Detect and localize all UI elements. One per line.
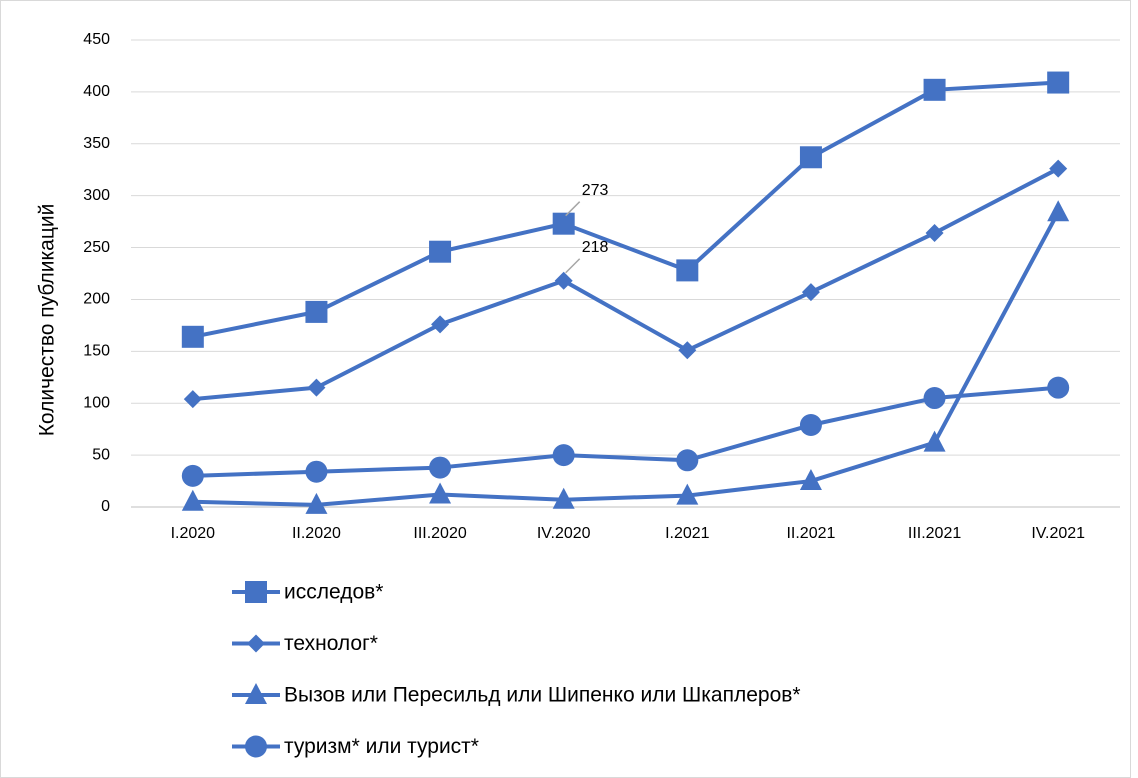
marker-diamond bbox=[678, 341, 697, 360]
marker-triangle bbox=[1047, 200, 1070, 222]
legend-label: Вызов или Пересильд или Шипенко или Шкап… bbox=[284, 684, 801, 707]
marker-circle bbox=[305, 460, 328, 483]
x-tick-label: III.2021 bbox=[908, 525, 961, 542]
y-tick-label: 250 bbox=[83, 239, 110, 256]
series-line bbox=[192, 211, 1060, 507]
series-line bbox=[192, 385, 1059, 478]
x-tick-label: I.2020 bbox=[171, 525, 216, 542]
x-tick-label: II.2021 bbox=[786, 525, 835, 542]
marker-triangle bbox=[552, 487, 575, 509]
marker-circle bbox=[181, 464, 204, 487]
marker-square bbox=[552, 212, 575, 235]
marker-circle bbox=[923, 387, 946, 410]
marker-circle bbox=[799, 414, 822, 437]
marker-diamond bbox=[801, 283, 820, 302]
marker-diamond bbox=[307, 378, 326, 397]
x-tick-label: IV.2020 bbox=[537, 525, 591, 542]
x-tick-label: III.2020 bbox=[413, 525, 466, 542]
data-label: 273 bbox=[582, 182, 609, 199]
data-label: 218 bbox=[582, 239, 609, 256]
x-tick-label: IV.2021 bbox=[1031, 525, 1085, 542]
x-tick-label: II.2020 bbox=[292, 525, 341, 542]
marker-triangle bbox=[181, 489, 204, 511]
marker-square bbox=[923, 78, 946, 101]
marker-square bbox=[181, 325, 204, 348]
leader-line bbox=[565, 258, 581, 274]
y-tick-label: 150 bbox=[83, 343, 110, 360]
y-tick-label: 300 bbox=[83, 187, 110, 204]
marker-square bbox=[305, 300, 328, 323]
x-tick-label: I.2021 bbox=[665, 525, 710, 542]
marker-circle bbox=[245, 735, 267, 758]
marker-circle bbox=[552, 444, 575, 467]
legend-label: исследов* bbox=[284, 581, 383, 604]
y-tick-label: 450 bbox=[83, 31, 110, 48]
marker-triangle bbox=[799, 469, 822, 491]
series-line bbox=[192, 166, 1060, 402]
marker-diamond bbox=[554, 271, 573, 290]
marker-square bbox=[1047, 71, 1070, 94]
marker-diamond bbox=[431, 315, 450, 334]
marker-square bbox=[245, 581, 267, 603]
y-tick-label: 200 bbox=[83, 291, 110, 308]
marker-square bbox=[676, 259, 699, 282]
marker-triangle bbox=[245, 683, 267, 704]
marker-circle bbox=[1047, 376, 1070, 399]
legend-label: технолог* bbox=[284, 632, 378, 655]
marker-diamond bbox=[247, 634, 265, 653]
legend-label: туризм* или турист* bbox=[284, 735, 479, 758]
y-axis-label: Количество публикаций bbox=[36, 204, 59, 437]
y-tick-label: 100 bbox=[83, 394, 110, 411]
marker-circle bbox=[429, 456, 452, 479]
marker-square bbox=[799, 146, 822, 169]
marker-triangle bbox=[676, 483, 699, 505]
marker-diamond bbox=[1049, 159, 1068, 178]
marker-square bbox=[429, 240, 452, 263]
y-tick-label: 50 bbox=[92, 446, 110, 463]
y-tick-label: 400 bbox=[83, 83, 110, 100]
y-tick-label: 0 bbox=[101, 498, 110, 515]
marker-triangle bbox=[305, 492, 328, 514]
series-line bbox=[192, 80, 1059, 339]
marker-triangle bbox=[923, 430, 946, 452]
y-tick-label: 350 bbox=[83, 135, 110, 152]
leader-line bbox=[565, 201, 581, 217]
marker-circle bbox=[676, 449, 699, 472]
marker-diamond bbox=[925, 224, 944, 243]
marker-triangle bbox=[429, 482, 452, 504]
marker-diamond bbox=[183, 390, 202, 409]
